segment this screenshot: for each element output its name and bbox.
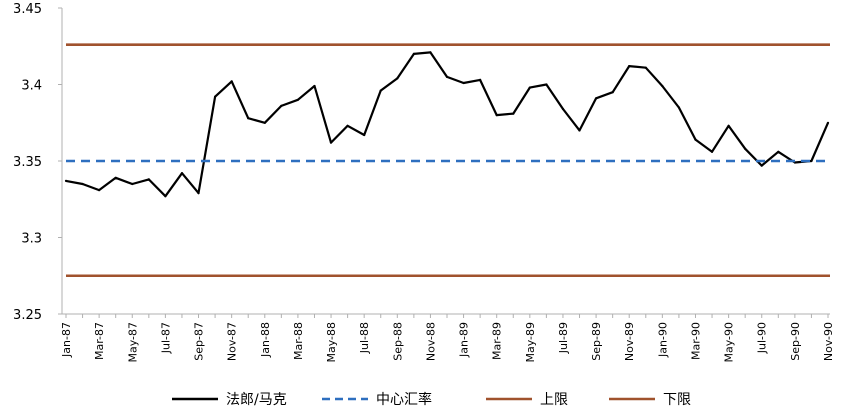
data-point xyxy=(363,133,366,137)
data-point xyxy=(280,104,283,107)
data-point xyxy=(445,75,449,78)
legend-label: 下限 xyxy=(663,392,691,408)
data-point xyxy=(528,86,531,89)
data-point xyxy=(826,121,830,124)
data-point xyxy=(230,80,233,83)
data-point xyxy=(611,91,614,94)
data-point xyxy=(247,117,250,120)
data-point xyxy=(760,164,763,167)
x-tick-label: May-90 xyxy=(723,322,736,363)
data-point xyxy=(628,65,631,68)
x-tick-label: Jan-90 xyxy=(656,322,669,358)
data-point xyxy=(727,124,730,127)
data-point xyxy=(429,51,432,54)
data-point xyxy=(379,89,382,92)
data-point xyxy=(114,176,117,179)
data-point xyxy=(561,107,565,111)
data-point xyxy=(545,83,548,86)
data-point xyxy=(214,95,217,98)
x-tick-label: May-89 xyxy=(524,322,537,363)
x-tick-label: Nov-89 xyxy=(623,322,636,361)
x-tick-label: Sep-89 xyxy=(590,322,603,361)
data-point xyxy=(644,66,647,69)
data-point xyxy=(677,106,681,109)
y-tick-label: 3.35 xyxy=(13,155,42,170)
x-tick-label: Jul-88 xyxy=(358,322,371,354)
data-point xyxy=(694,138,697,141)
data-point xyxy=(313,84,316,88)
data-point xyxy=(396,77,399,80)
y-tick-label: 3.45 xyxy=(13,2,42,17)
x-tick-label: Jan-89 xyxy=(458,322,471,358)
series-line-fxrate xyxy=(65,51,830,198)
data-point xyxy=(744,147,747,150)
x-tick-label: Mar-90 xyxy=(689,322,702,360)
data-point xyxy=(661,84,664,88)
data-point xyxy=(180,172,184,175)
data-point xyxy=(131,182,134,186)
x-tick-label: Jul-89 xyxy=(557,322,570,354)
data-point xyxy=(263,121,266,124)
data-point xyxy=(197,192,200,195)
data-point xyxy=(777,150,780,153)
data-point xyxy=(412,52,415,56)
data-point xyxy=(479,78,482,81)
y-tick-label: 3.25 xyxy=(13,308,42,323)
data-point xyxy=(346,124,349,127)
x-tick-label: Jul-87 xyxy=(159,322,172,354)
x-tick-label: Jan-87 xyxy=(60,322,73,358)
data-point xyxy=(810,159,813,163)
legend-label: 法郎/马克 xyxy=(226,392,287,408)
data-point xyxy=(296,98,299,101)
legend-label: 中心汇率 xyxy=(376,391,432,408)
data-point xyxy=(98,189,101,192)
x-tick-label: May-87 xyxy=(126,322,139,363)
data-point xyxy=(512,112,515,115)
x-tick-label: Sep-90 xyxy=(789,322,802,361)
data-point xyxy=(595,97,598,100)
data-point xyxy=(578,129,581,132)
x-tick-label: May-88 xyxy=(325,322,338,363)
x-tick-label: Sep-87 xyxy=(193,322,206,361)
data-point xyxy=(329,141,333,144)
data-point xyxy=(147,178,150,181)
x-tick-label: Sep-88 xyxy=(391,322,404,361)
x-tick-label: Jul-90 xyxy=(756,322,769,354)
y-tick-label: 3.3 xyxy=(21,232,42,247)
x-tick-label: Mar-88 xyxy=(292,322,305,360)
x-tick-label: Mar-89 xyxy=(491,322,504,360)
data-point xyxy=(81,182,84,186)
data-point xyxy=(495,114,498,117)
data-point xyxy=(64,179,68,182)
x-tick-label: Nov-90 xyxy=(822,322,835,361)
data-point xyxy=(462,81,465,85)
x-tick-label: Nov-88 xyxy=(424,322,437,361)
data-point xyxy=(164,195,167,198)
legend-label: 上限 xyxy=(540,392,568,408)
x-tick-label: Nov-87 xyxy=(226,322,239,361)
data-point xyxy=(710,150,714,153)
x-tick-label: Mar-87 xyxy=(93,322,106,360)
x-tick-label: Jan-88 xyxy=(259,322,272,358)
y-tick-label: 3.4 xyxy=(21,79,42,94)
